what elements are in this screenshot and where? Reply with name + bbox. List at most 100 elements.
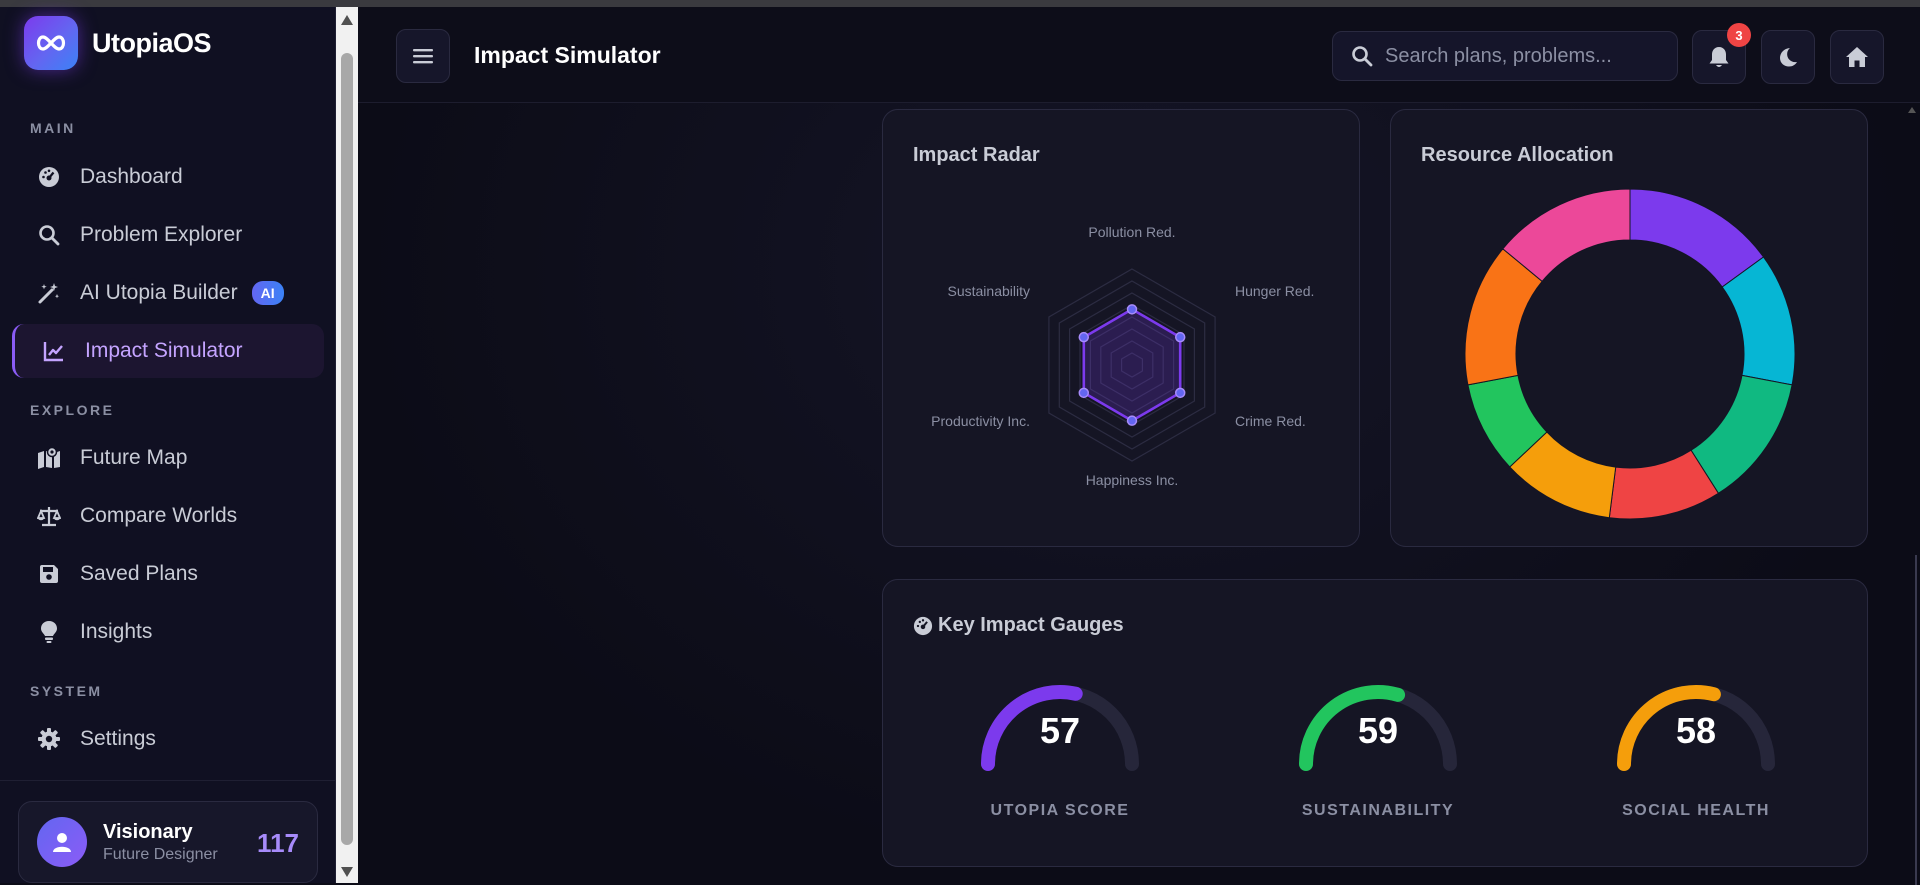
sidebar-item-label: Insights — [80, 620, 153, 643]
main-scroll-up-arrow-icon[interactable] — [1908, 107, 1916, 113]
radar-grid-ring — [1069, 292, 1195, 438]
section-label-main: MAIN — [30, 120, 76, 136]
ai-badge: AI — [251, 281, 284, 305]
sidebar-scrollbar[interactable] — [336, 7, 358, 883]
sidebar-item-label: Settings — [80, 727, 156, 750]
radar-axis-label-productivity: Productivity Inc. — [931, 413, 1030, 429]
search-icon — [36, 222, 62, 248]
sidebar-item-label: AI Utopia Builder — [80, 281, 238, 304]
radar-point[interactable] — [1078, 387, 1090, 399]
section-label-system: SYSTEM — [30, 683, 103, 699]
sidebar-item-label: Future Map — [80, 446, 188, 469]
gauge-value: 59 — [1357, 710, 1399, 751]
magic-wand-icon — [36, 280, 62, 306]
sidebar-item-label: Impact Simulator — [85, 339, 243, 362]
donut-slice[interactable] — [1502, 188, 1631, 283]
sidebar-item-label: Compare Worlds — [80, 504, 238, 527]
gauge-utopia-score: 57 UTOPIA SCORE — [970, 670, 1150, 819]
user-points: 117 — [257, 828, 299, 858]
main-content: Impact Simulator 3 Impact Radar Pollutio… — [358, 7, 1920, 885]
gear-icon — [36, 726, 62, 752]
home-button[interactable] — [1830, 30, 1884, 84]
impact-radar-card: Impact Radar Pollution Red. Hunger Red. … — [882, 109, 1360, 547]
user-role: Future Designer — [103, 845, 218, 863]
hamburger-icon — [413, 49, 433, 64]
radar-grid-ring — [1058, 280, 1206, 450]
resource-allocation-card: Resource Allocation — [1390, 109, 1868, 547]
sidebar-item-label: Saved Plans — [80, 562, 198, 585]
infinity-logo-icon — [24, 16, 78, 70]
gauge-fill — [981, 685, 1083, 771]
sidebar-item-problem-explorer[interactable]: Problem Explorer — [12, 208, 324, 262]
notifications-button[interactable]: 3 — [1692, 23, 1751, 84]
donut-chart — [1464, 188, 1796, 520]
radar-axis-label-happiness: Happiness Inc. — [1086, 472, 1179, 488]
sidebar-divider — [0, 780, 336, 781]
user-card[interactable]: Visionary Future Designer 117 — [18, 801, 318, 883]
search-icon — [1352, 46, 1373, 67]
chart-line-icon — [41, 338, 67, 364]
radar-axis-label-sustainability: Sustainability — [948, 283, 1031, 299]
sidebar-item-saved-plans[interactable]: Saved Plans — [12, 547, 324, 601]
gauge-label: SOCIAL HEALTH — [1622, 802, 1770, 819]
radar-point[interactable] — [1174, 331, 1186, 343]
radar-point[interactable] — [1126, 304, 1138, 315]
radar-chart: Pollution Red. Hunger Red. Crime Red. Ha… — [931, 224, 1314, 488]
radar-title: Impact Radar — [913, 144, 1040, 166]
gauges-title-row: Key Impact Gauges — [913, 614, 1124, 637]
avatar — [37, 817, 87, 867]
section-label-explore: EXPLORE — [30, 402, 115, 418]
save-icon — [36, 561, 62, 587]
gauge-sustainability: 59 SUSTAINABILITY — [1288, 670, 1468, 819]
radar-axis-label-crime: Crime Red. — [1235, 413, 1306, 429]
sidebar-item-future-map[interactable]: Future Map — [12, 431, 324, 485]
radar-point[interactable] — [1126, 415, 1138, 426]
search-box[interactable] — [1332, 31, 1678, 81]
resource-title: Resource Allocation — [1421, 144, 1614, 166]
browser-top-strip — [0, 0, 1920, 7]
sidebar-item-settings[interactable]: Settings — [12, 712, 324, 766]
menu-toggle-button[interactable] — [396, 29, 450, 83]
gauge-fill — [1299, 685, 1406, 771]
scale-icon — [36, 503, 62, 529]
radar-grid-ring — [1121, 352, 1143, 378]
sidebar: UtopiaOS MAIN Dashboard Problem Explorer… — [0, 7, 336, 883]
moon-icon — [1780, 48, 1797, 67]
bell-icon — [1709, 47, 1729, 67]
home-icon — [1846, 47, 1868, 67]
sidebar-item-impact-simulator[interactable]: Impact Simulator — [12, 324, 324, 378]
gauge-arc — [1299, 685, 1457, 771]
notification-count-badge: 3 — [1727, 23, 1751, 47]
gauges-title: Key Impact Gauges — [938, 614, 1124, 636]
gauge-label: UTOPIA SCORE — [990, 802, 1130, 819]
radar-axis-label-pollution: Pollution Red. — [1088, 224, 1175, 240]
scroll-thumb[interactable] — [341, 53, 353, 845]
header: Impact Simulator 3 — [358, 7, 1920, 103]
main-scroll-track[interactable] — [1915, 555, 1917, 885]
radar-axis-label-hunger: Hunger Red. — [1235, 283, 1314, 299]
gauge-label: SUSTAINABILITY — [1301, 802, 1455, 819]
scroll-down-arrow-icon[interactable] — [341, 867, 353, 877]
key-impact-gauges-card: Key Impact Gauges 57 UTOPIA SCORE 59 SUS… — [882, 579, 1868, 867]
sidebar-item-insights[interactable]: Insights — [12, 605, 324, 659]
scroll-up-arrow-icon[interactable] — [341, 15, 353, 25]
radar-grid-ring — [1048, 268, 1216, 462]
sidebar-item-ai-utopia-builder[interactable]: AI Utopia Builder AI — [12, 266, 324, 320]
gauge-value: 58 — [1675, 710, 1717, 751]
radar-point[interactable] — [1078, 331, 1090, 343]
gauge-arc — [981, 685, 1139, 771]
sidebar-item-compare-worlds[interactable]: Compare Worlds — [12, 489, 324, 543]
gauge-fill — [1617, 685, 1721, 771]
lightbulb-icon — [36, 619, 62, 645]
dashboard-icon — [36, 164, 62, 190]
gauge-social-health: 58 SOCIAL HEALTH — [1606, 670, 1786, 819]
user-name: Visionary — [103, 820, 193, 843]
radar-point[interactable] — [1174, 387, 1186, 399]
search-input[interactable] — [1385, 44, 1665, 68]
radar-grid-ring — [1100, 328, 1164, 402]
gauge-value: 57 — [1039, 710, 1081, 751]
brand[interactable]: UtopiaOS — [24, 16, 212, 70]
theme-toggle-button[interactable] — [1761, 30, 1815, 84]
sidebar-item-dashboard[interactable]: Dashboard — [12, 150, 324, 204]
gauge-icon — [913, 616, 933, 635]
